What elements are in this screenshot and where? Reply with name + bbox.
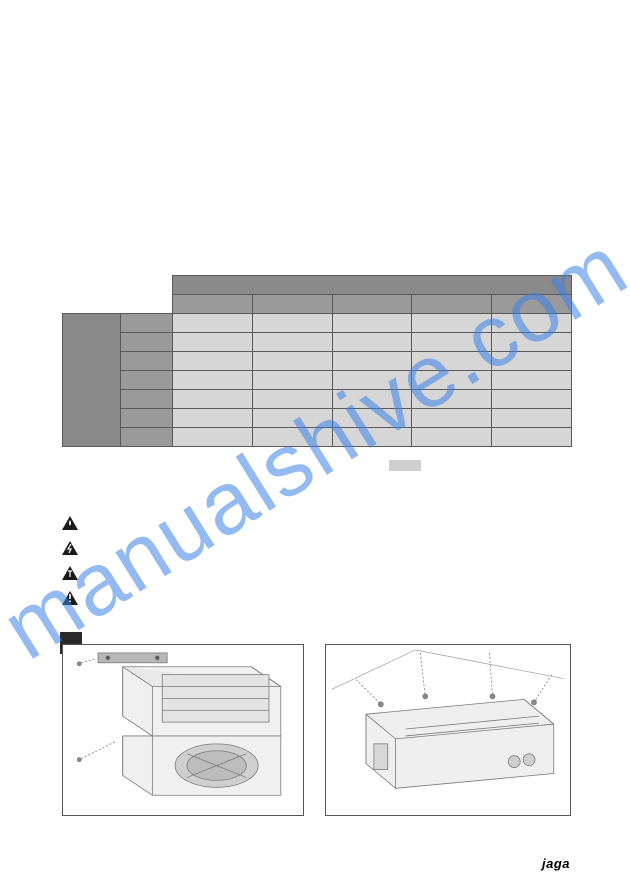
- table-row-label: [121, 390, 173, 409]
- table-cell: [412, 314, 492, 333]
- table-row-label: [121, 314, 173, 333]
- caution-icon: [62, 591, 78, 605]
- fire-icon: [62, 516, 78, 530]
- table-header-top: [173, 276, 572, 295]
- table-cell: [332, 314, 412, 333]
- table-row-label: [121, 371, 173, 390]
- brand-logo: jaga: [542, 856, 570, 871]
- table-row-label: [121, 409, 173, 428]
- shock-icon: [62, 541, 78, 555]
- figure-wall-mount: [62, 644, 304, 816]
- grey-bar: [389, 460, 421, 471]
- spec-table: [62, 275, 572, 447]
- table-row-label: [121, 352, 173, 371]
- table-subheader: [412, 295, 492, 314]
- table-cell: [252, 314, 332, 333]
- table-rowgroup-label: [63, 314, 121, 447]
- table-cell: [173, 314, 253, 333]
- table-cell: [492, 314, 572, 333]
- table-subheader: [332, 295, 412, 314]
- warning-icons-column: [62, 516, 80, 605]
- figure-ceiling-mount: [325, 644, 571, 816]
- table-subheader: [492, 295, 572, 314]
- table-row-label: [121, 333, 173, 352]
- table-row-label: [121, 428, 173, 447]
- table-subheader: [173, 295, 253, 314]
- table-subheader: [252, 295, 332, 314]
- leak-icon: [62, 566, 78, 580]
